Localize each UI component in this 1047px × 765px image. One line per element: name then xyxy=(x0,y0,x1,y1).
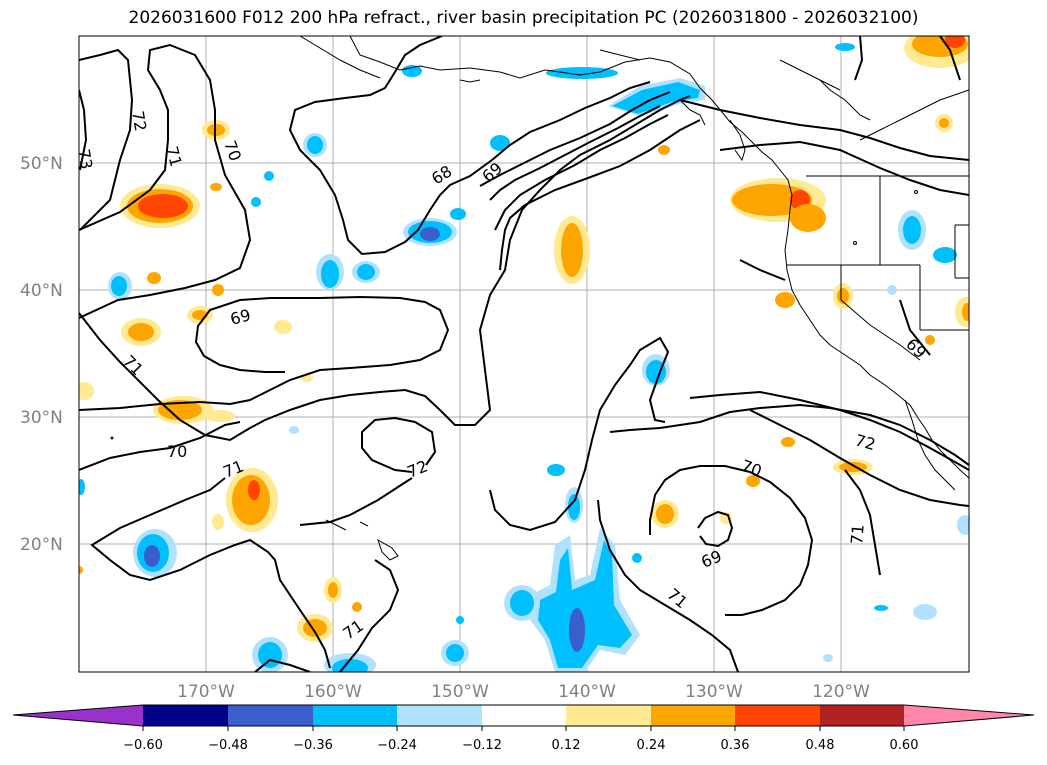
colorbar-segment xyxy=(735,705,820,726)
colorbar-tick-label: −0.60 xyxy=(123,738,163,753)
lat-label-40n: 40°N xyxy=(20,281,63,301)
colorbar-segment xyxy=(313,705,397,726)
lat-label-20n: 20°N xyxy=(20,535,63,555)
colorbar-tick-label: 0.60 xyxy=(890,738,919,753)
colorbar-segment xyxy=(397,705,482,726)
map-title: 2026031600 F012 200 hPa refract., river … xyxy=(128,8,919,28)
lon-label-150w: 150°W xyxy=(431,682,489,702)
colorbar-extend-min xyxy=(13,705,143,726)
map-background xyxy=(79,36,969,672)
islands xyxy=(110,79,918,440)
lat-label-50n: 50°N xyxy=(20,154,63,174)
lon-label-120w: 120°W xyxy=(812,682,870,702)
colorbar-segment xyxy=(651,705,735,726)
colorbar-tick-label: 0.48 xyxy=(806,738,835,753)
colorbar-tick-label: −0.48 xyxy=(208,738,248,753)
lat-label-30n: 30°N xyxy=(20,408,63,428)
lon-label-140w: 140°W xyxy=(558,682,616,702)
contour-label: 73 xyxy=(74,147,96,170)
contour-label: 72 xyxy=(853,431,878,455)
colorbar-tick-label: −0.24 xyxy=(377,738,417,753)
colorbar-segment xyxy=(820,705,904,726)
colorbar-segment xyxy=(482,705,566,726)
colorbar-tick-label: 0.36 xyxy=(721,738,750,753)
contour-label: 71 xyxy=(847,523,868,545)
contour-label: 71 xyxy=(162,144,186,169)
contour-label: 70 xyxy=(167,442,187,461)
coastline xyxy=(299,36,969,561)
lon-label-170w: 170°W xyxy=(177,682,235,702)
colorbar-tick-label: −0.12 xyxy=(462,738,502,753)
lon-label-160w: 160°W xyxy=(304,682,362,702)
map-frame xyxy=(78,35,970,673)
longitude-labels: 170°W 160°W 150°W 140°W 130°W 120°W xyxy=(177,682,870,702)
colorbar-segment xyxy=(228,705,313,726)
refractivity-contours xyxy=(79,36,969,672)
colorbar-segment xyxy=(143,705,228,726)
colorbar: −0.60 −0.48 −0.36 −0.24 −0.12 0.12 0.24 … xyxy=(12,704,1035,753)
colorbar-segment xyxy=(566,705,651,726)
state-borders xyxy=(786,175,969,361)
lon-label-130w: 130°W xyxy=(685,682,743,702)
colorbar-tick-label: 0.24 xyxy=(637,738,666,753)
colorbar-extend-max xyxy=(904,705,1034,726)
latitude-labels: 50°N 40°N 30°N 20°N xyxy=(20,154,63,555)
contour-label: 72 xyxy=(128,109,150,132)
contour-label: 69 xyxy=(228,305,253,329)
colorbar-tick-label: −0.36 xyxy=(293,738,333,753)
colorbar-tick-label: 0.12 xyxy=(552,738,581,753)
